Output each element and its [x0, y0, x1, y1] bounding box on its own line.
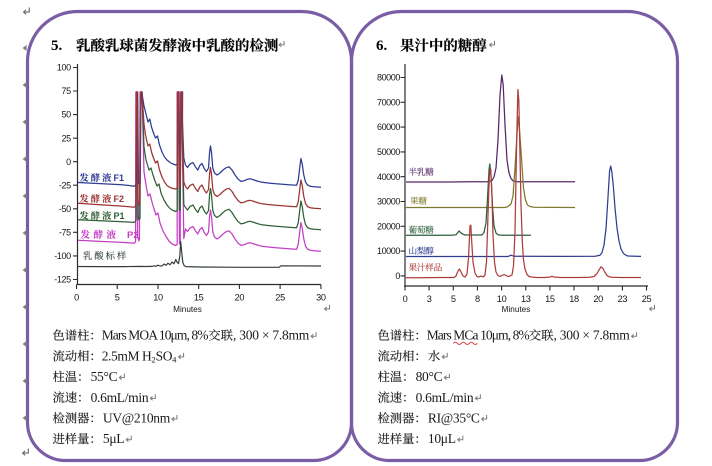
svg-text:30000: 30000: [377, 197, 400, 207]
svg-text:Mars MCa 10μm, 8%: Mars MCa 10μm, 8%: [427, 328, 530, 343]
svg-text:5: 5: [115, 292, 120, 302]
svg-text:F1: F1: [114, 173, 125, 183]
svg-text:30: 30: [316, 292, 326, 302]
svg-text:F2: F2: [114, 194, 125, 204]
svg-text:100: 100: [57, 63, 71, 73]
svg-text:15: 15: [194, 292, 204, 302]
svg-text:80°C: 80°C: [416, 369, 443, 384]
svg-text:50: 50: [61, 110, 71, 120]
svg-text:-25: -25: [59, 180, 71, 190]
svg-text:25: 25: [61, 133, 71, 143]
svg-text:8: 8: [475, 294, 480, 304]
svg-text:15: 15: [545, 294, 555, 304]
svg-text:80000: 80000: [377, 73, 400, 83]
svg-text:Minutes: Minutes: [502, 305, 531, 314]
svg-text:6.: 6.: [376, 38, 388, 54]
svg-text:, 300 × 7.8mm: , 300 × 7.8mm: [554, 328, 631, 343]
svg-text:Mars MOA 10μm, 8%: Mars MOA 10μm, 8%: [102, 328, 209, 343]
svg-text:Minutes: Minutes: [173, 305, 202, 314]
svg-text:20000: 20000: [377, 221, 400, 231]
svg-text:P2: P2: [127, 230, 139, 241]
svg-text:13: 13: [521, 294, 531, 304]
svg-text:60000: 60000: [377, 122, 400, 132]
svg-text:UV@210nm: UV@210nm: [103, 411, 171, 426]
svg-text:-50: -50: [59, 204, 71, 214]
svg-text:50000: 50000: [377, 147, 400, 157]
svg-text:3: 3: [427, 294, 432, 304]
svg-text:0.6mL/min: 0.6mL/min: [91, 390, 149, 405]
svg-text:0: 0: [395, 271, 400, 281]
svg-text:, 300 × 7.8mm: , 300 × 7.8mm: [233, 328, 310, 343]
svg-text:10μL: 10μL: [428, 431, 456, 446]
svg-text:10: 10: [497, 294, 507, 304]
svg-text:0: 0: [66, 157, 71, 167]
svg-text:P1: P1: [114, 211, 125, 221]
svg-text:20: 20: [235, 292, 245, 302]
svg-text:-75: -75: [59, 227, 71, 237]
svg-text:0: 0: [403, 294, 408, 304]
svg-text:5.: 5.: [51, 38, 63, 54]
svg-text:0.6mL/min: 0.6mL/min: [416, 390, 474, 405]
svg-text:-125: -125: [54, 275, 71, 285]
svg-text:10: 10: [153, 292, 163, 302]
svg-text:23: 23: [618, 294, 628, 304]
svg-text:55°C: 55°C: [91, 369, 118, 384]
svg-text:18: 18: [569, 294, 579, 304]
svg-text:25: 25: [275, 292, 285, 302]
svg-text:5μL: 5μL: [103, 431, 124, 446]
svg-text:70000: 70000: [377, 97, 400, 107]
svg-text:0: 0: [74, 292, 79, 302]
svg-text:75: 75: [61, 86, 71, 96]
svg-text:RI@35°C: RI@35°C: [428, 411, 480, 426]
svg-text:10000: 10000: [377, 246, 400, 256]
svg-text:40000: 40000: [377, 172, 400, 182]
svg-text:20: 20: [593, 294, 603, 304]
svg-text:5: 5: [451, 294, 456, 304]
svg-text:-100: -100: [54, 251, 71, 261]
svg-text:25: 25: [642, 294, 652, 304]
svg-text:2.5mM H2SO4: 2.5mM H2SO4: [102, 348, 177, 364]
